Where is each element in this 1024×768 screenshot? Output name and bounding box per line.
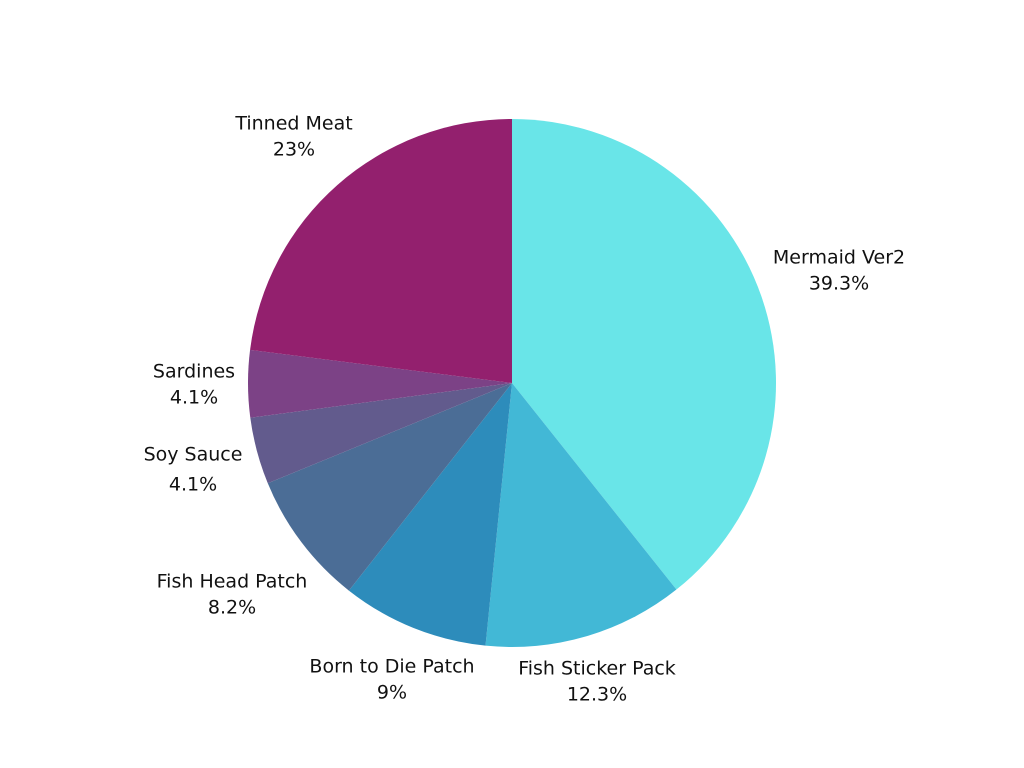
slice-label: Tinned Meat [234,113,352,135]
slice-percent-label: 12.3% [567,684,627,706]
slice-percent-label: 9% [377,682,407,704]
pie-slice-sardines [247,349,512,418]
slice-label: Mermaid Ver2 [773,247,905,269]
slice-label: Sardines [153,361,235,383]
slice-label: Born to Die Patch [309,656,474,678]
slice-percent-label: 8.2% [208,597,256,619]
pie-slice-tinned-meat [250,119,512,383]
slice-percent-label: 4.1% [170,387,218,409]
slice-percent-label: 23% [273,139,315,161]
slice-percent-label: 39.3% [809,273,869,295]
pie-slices [247,119,777,648]
slice-percent-label: 4.1% [169,474,217,496]
pie-slice-born-to-die-patch [348,383,512,646]
slice-label: Soy Sauce [144,444,243,466]
pie-slice-fish-head-patch [267,383,512,591]
slice-label: Fish Head Patch [157,571,308,593]
pie-slice-soy-sauce [250,383,513,484]
pie-slice-mermaid-ver2 [512,119,777,590]
pie-labels: Mermaid Ver2 39.3% Fish Sticker Pack 12.3% B… [144,113,906,706]
pie-slice-fish-sticker-pack [485,383,677,648]
slice-label: Fish Sticker Pack [518,658,676,680]
